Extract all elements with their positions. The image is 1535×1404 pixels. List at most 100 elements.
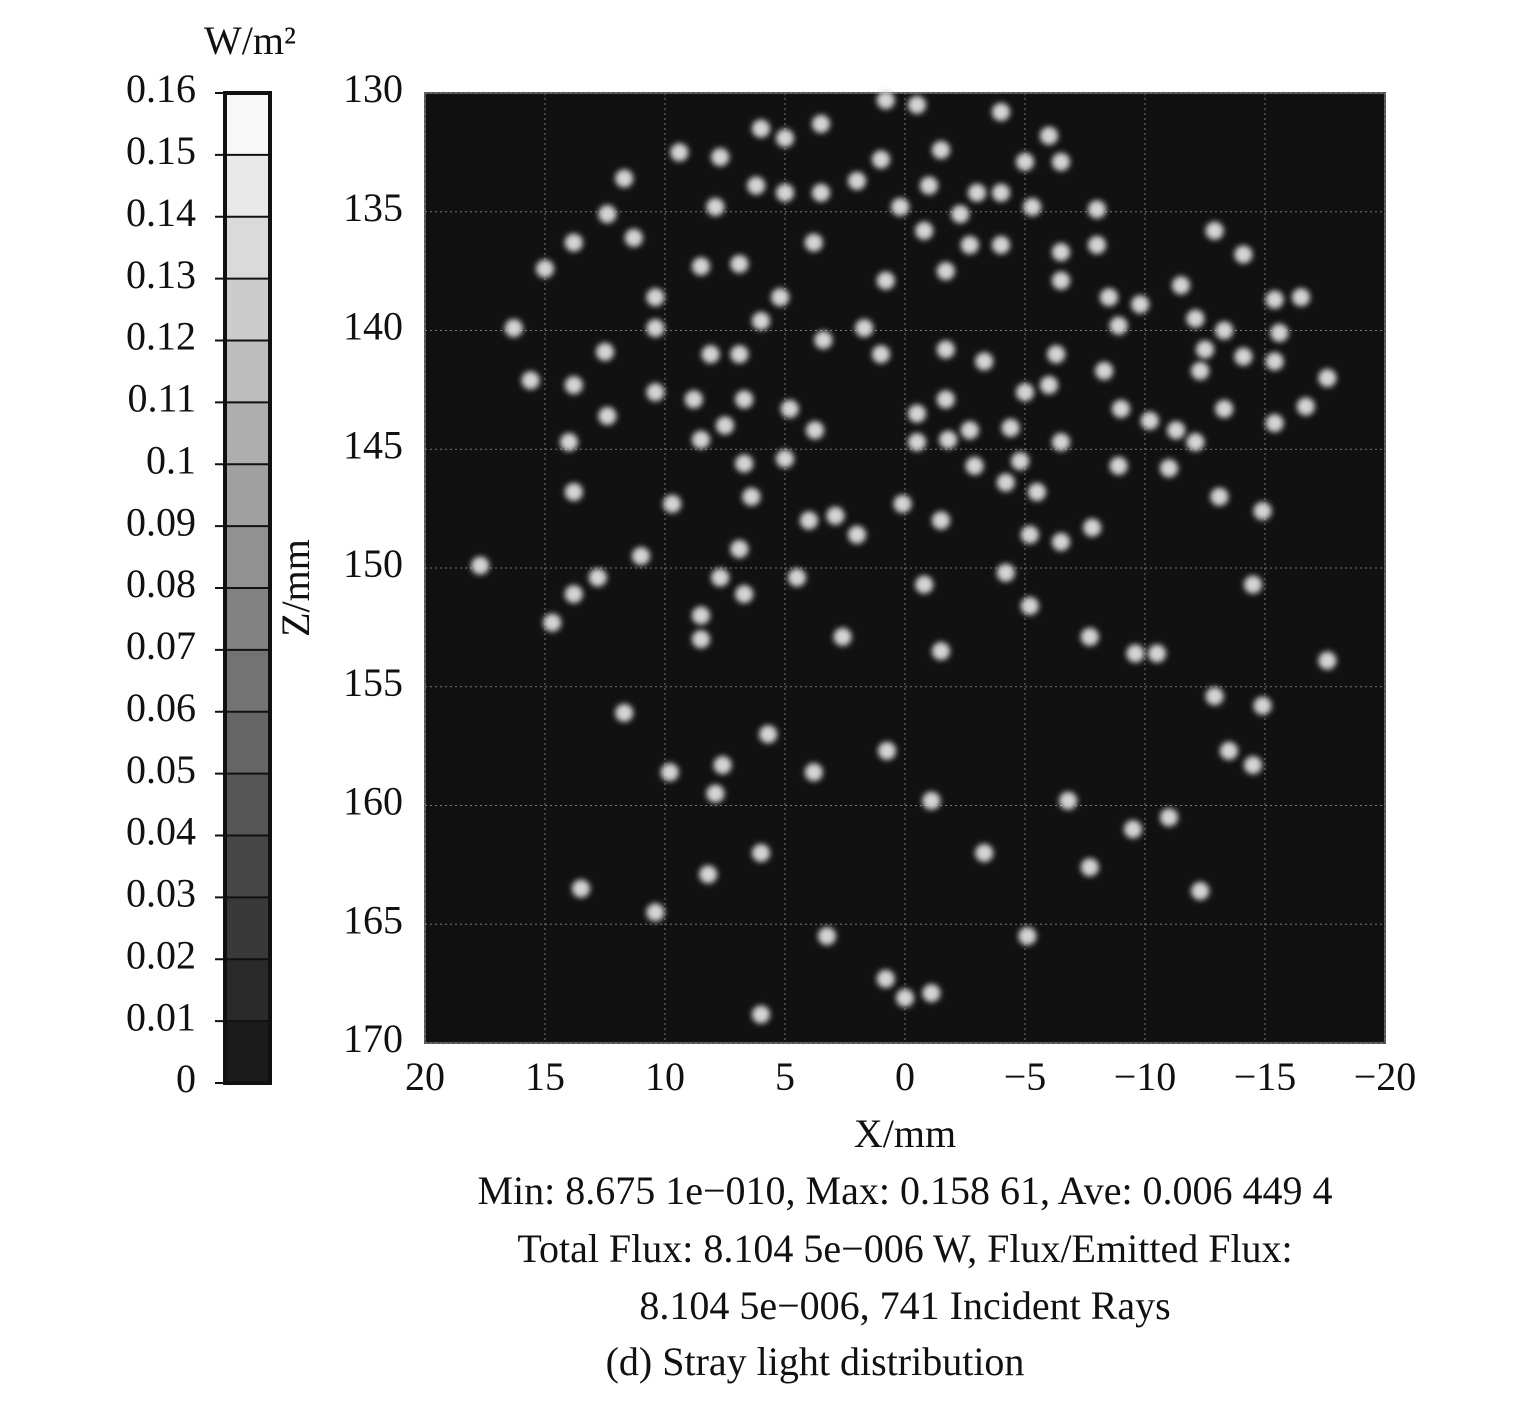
spot <box>965 456 984 475</box>
colorbar-tick-label: 0.12 <box>126 314 196 359</box>
colorbar-tick-label: 0.01 <box>126 994 196 1039</box>
spot <box>735 454 754 473</box>
spot <box>936 390 955 409</box>
spot <box>1210 487 1229 506</box>
spot <box>996 563 1015 582</box>
y-tick-label: 155 <box>343 660 403 705</box>
spot <box>936 262 955 281</box>
spot <box>800 511 818 530</box>
spot <box>922 791 941 810</box>
y-tick-label: 150 <box>343 541 403 586</box>
spot <box>646 383 665 402</box>
colorbar-tick-label: 0.14 <box>126 190 196 235</box>
spot <box>1052 433 1070 452</box>
spot <box>1028 483 1046 501</box>
spot <box>1270 323 1289 342</box>
spot <box>776 129 794 148</box>
spot <box>960 421 979 440</box>
spot <box>1191 882 1210 900</box>
spot <box>776 449 794 468</box>
spot <box>1047 345 1066 364</box>
spot <box>615 169 634 188</box>
spot <box>1126 644 1145 663</box>
spot <box>1140 411 1159 430</box>
spot <box>848 171 866 190</box>
spot <box>812 114 830 133</box>
spot <box>1265 352 1284 371</box>
spot <box>932 141 950 159</box>
spot <box>908 433 926 452</box>
spot <box>1052 271 1070 290</box>
spot <box>872 150 890 169</box>
y-tick-label: 135 <box>343 185 403 230</box>
spot <box>1160 808 1178 827</box>
colorbar-tick-label: 0.02 <box>126 932 196 977</box>
colorbar-band <box>225 1021 270 1083</box>
spot <box>814 331 833 349</box>
spot <box>1052 243 1070 262</box>
spot <box>1234 347 1253 366</box>
spot <box>1131 295 1150 314</box>
spot <box>932 642 950 661</box>
spot <box>598 205 617 224</box>
x-tick-label: −5 <box>1004 1054 1047 1099</box>
spot <box>716 416 734 435</box>
spot <box>1001 418 1020 437</box>
colorbar-tick-label: 0.1 <box>146 437 196 482</box>
spot <box>730 345 749 364</box>
spot <box>543 613 562 632</box>
y-tick-label: 165 <box>343 897 403 942</box>
spot <box>588 568 607 587</box>
spot <box>908 404 926 423</box>
spot <box>975 844 994 862</box>
spot <box>1186 309 1205 328</box>
x-tick-label: −10 <box>1114 1054 1177 1099</box>
spot <box>1020 525 1039 544</box>
spot <box>560 433 578 452</box>
spot <box>1040 376 1058 395</box>
spot <box>1186 433 1205 452</box>
spot <box>713 756 732 775</box>
colorbar-band <box>225 773 270 836</box>
y-tick-label: 170 <box>343 1016 403 1061</box>
colorbar-label: W/m² <box>204 18 296 63</box>
spot <box>1172 276 1190 295</box>
spot <box>711 568 730 587</box>
spot <box>730 255 749 273</box>
spot <box>776 183 794 202</box>
spot <box>646 903 665 922</box>
spot <box>1205 221 1224 240</box>
colorbar-tick-label: 0.11 <box>127 376 196 421</box>
spot <box>1296 397 1315 416</box>
stats-line: Min: 8.675 1e−010, Max: 0.158 61, Ave: 0… <box>477 1168 1332 1213</box>
spot <box>564 483 583 501</box>
spot <box>806 421 824 440</box>
spot <box>939 430 958 449</box>
y-tick-label: 130 <box>343 66 403 111</box>
colorbar-band <box>225 526 270 588</box>
spot <box>1020 597 1039 615</box>
spot <box>1016 152 1034 171</box>
colorbar-tick-label: 0.16 <box>126 66 196 111</box>
spot <box>1244 575 1262 594</box>
spot <box>878 741 896 760</box>
spot <box>908 95 926 114</box>
spot <box>663 494 682 513</box>
y-axis-label: Z/mm <box>273 539 318 637</box>
spot <box>1265 290 1284 309</box>
spot <box>968 183 986 202</box>
spot <box>692 630 710 649</box>
spot <box>670 143 689 162</box>
stats-line: Total Flux: 8.104 5e−006 W, Flux/Emitted… <box>517 1226 1292 1271</box>
spot <box>1253 502 1272 520</box>
spot <box>1191 361 1210 380</box>
spot <box>1059 791 1078 810</box>
colorbar-tick-label: 0.04 <box>126 809 196 854</box>
spot <box>752 312 770 330</box>
spot <box>752 119 770 138</box>
spot <box>711 148 730 167</box>
colorbar-band <box>225 959 270 1022</box>
spot <box>632 547 650 566</box>
spot <box>735 390 754 409</box>
y-tick-label: 160 <box>343 779 403 824</box>
